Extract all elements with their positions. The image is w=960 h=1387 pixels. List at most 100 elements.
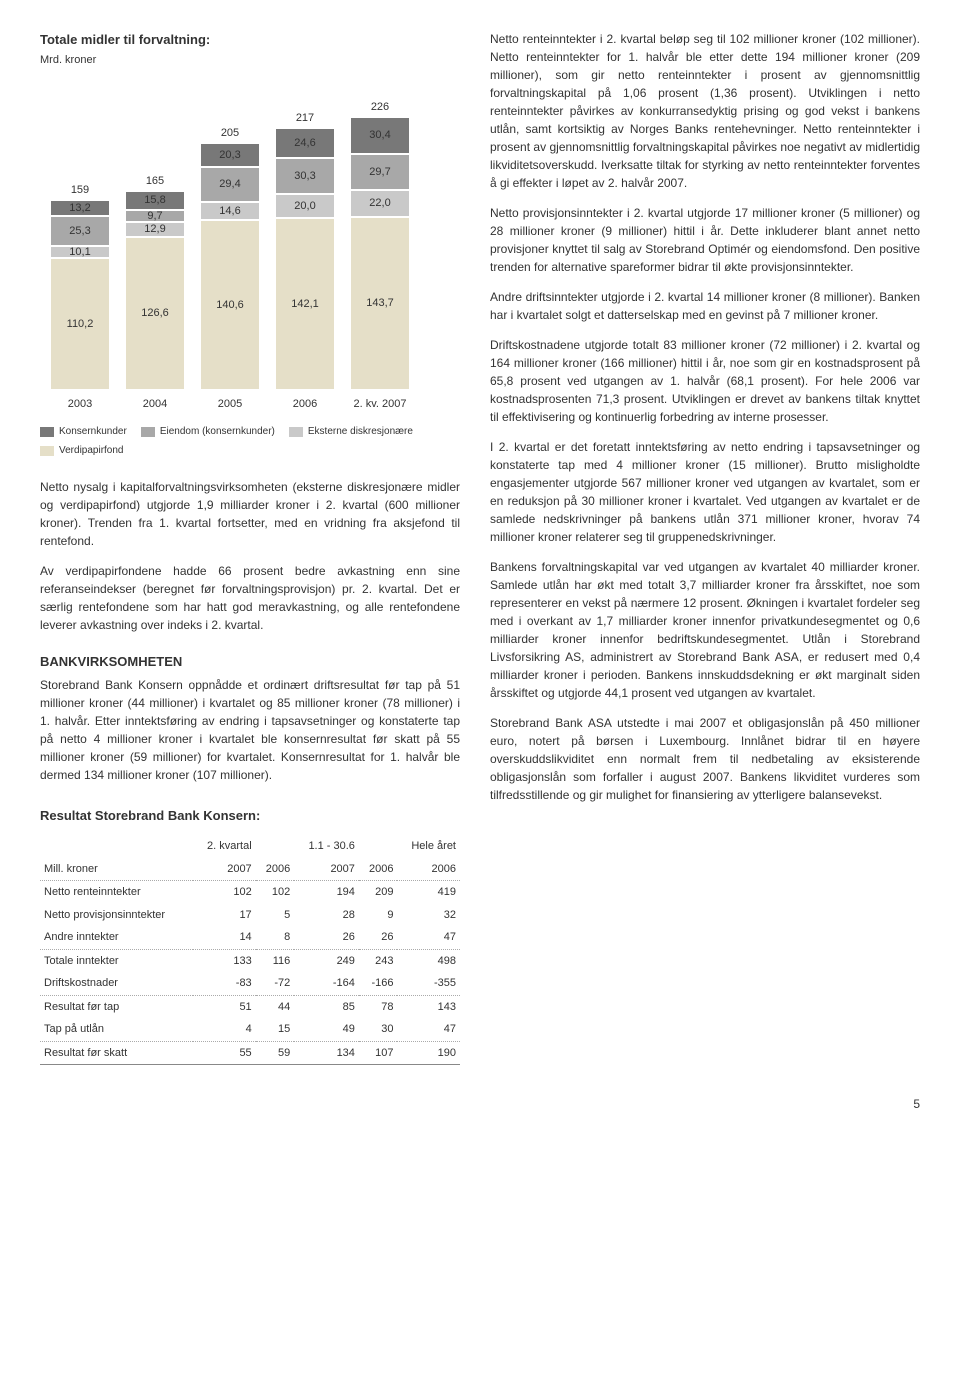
table-cell: 8 xyxy=(256,926,295,949)
year-label: 2005 xyxy=(200,396,260,413)
bar-segment: 29,4 xyxy=(200,167,260,202)
table-header xyxy=(256,835,295,858)
legend-swatch xyxy=(40,446,54,456)
table-cell: -355 xyxy=(397,972,460,995)
bar-segment: 25,3 xyxy=(50,216,110,246)
body-para: Storebrand Bank ASA utstedte i mai 2007 … xyxy=(490,714,920,804)
table-subheader: Mill. kroner xyxy=(40,858,193,881)
table-row: Resultat før skatt5559134107190 xyxy=(40,1041,460,1065)
table-cell: 419 xyxy=(397,881,460,904)
table-cell: 47 xyxy=(397,1018,460,1041)
legend-swatch xyxy=(289,427,303,437)
table-cell: -166 xyxy=(359,972,398,995)
stacked-bar-chart: 15913,225,310,1110,2200316515,89,712,912… xyxy=(40,80,420,420)
table-cell: 30 xyxy=(359,1018,398,1041)
table-cell: 498 xyxy=(397,949,460,972)
body-para: Netto provisjonsinntekter i 2. kvartal u… xyxy=(490,204,920,276)
table-cell: 5 xyxy=(256,904,295,927)
bar-segment: 12,9 xyxy=(125,222,185,237)
legend-label: Verdipapirfond xyxy=(59,443,124,458)
body-para: Driftskostnadene utgjorde totalt 83 mill… xyxy=(490,336,920,426)
table-subheader: 2006 xyxy=(359,858,398,881)
bar-column: 15913,225,310,1110,2 xyxy=(50,182,110,391)
table-header: Hele året xyxy=(397,835,460,858)
table-cell: 26 xyxy=(294,926,359,949)
table-cell: Tap på utlån xyxy=(40,1018,193,1041)
body-para: Storebrand Bank Konsern oppnådde et ordi… xyxy=(40,676,460,784)
chart-legend: KonsernkunderEiendom (konsernkunder)Ekst… xyxy=(40,424,420,458)
bar-segment: 142,1 xyxy=(275,218,335,390)
table-cell: 78 xyxy=(359,995,398,1018)
legend-item: Konsernkunder xyxy=(40,424,127,439)
bar-column: 16515,89,712,9126,6 xyxy=(125,173,185,391)
table-cell: 26 xyxy=(359,926,398,949)
table-cell: 51 xyxy=(193,995,255,1018)
left-column: Totale midler til forvaltning: Mrd. kron… xyxy=(40,30,460,1065)
table-cell: 55 xyxy=(193,1041,255,1065)
body-para: I 2. kvartal er det foretatt inntektsfør… xyxy=(490,438,920,546)
bar-column: 21724,630,320,0142,1 xyxy=(275,110,335,391)
table-cell: Netto provisjonsinntekter xyxy=(40,904,193,927)
bar-segment: 14,6 xyxy=(200,202,260,220)
table-cell: 15 xyxy=(256,1018,295,1041)
table-row: Tap på utlån415493047 xyxy=(40,1018,460,1041)
table-cell: -164 xyxy=(294,972,359,995)
table-subheader: 2006 xyxy=(256,858,295,881)
table-cell: 14 xyxy=(193,926,255,949)
table-cell: Resultat før tap xyxy=(40,995,193,1018)
bar-segment: 24,6 xyxy=(275,128,335,158)
table-cell: 209 xyxy=(359,881,398,904)
table-cell: Netto renteinntekter xyxy=(40,881,193,904)
table-cell: 85 xyxy=(294,995,359,1018)
bar-column: 20520,329,414,6140,6 xyxy=(200,125,260,391)
table-cell: 17 xyxy=(193,904,255,927)
table-header: 1.1 - 30.6 xyxy=(294,835,359,858)
body-para: Av verdipapirfondene hadde 66 prosent be… xyxy=(40,562,460,634)
table-cell: Totale inntekter xyxy=(40,949,193,972)
bar-column: 22630,429,722,0143,7 xyxy=(350,99,410,391)
table-cell: 28 xyxy=(294,904,359,927)
table-cell: 102 xyxy=(256,881,295,904)
table-row: Netto renteinntekter102102194209419 xyxy=(40,881,460,904)
bar-segment: 30,3 xyxy=(275,158,335,194)
bar-segment: 140,6 xyxy=(200,220,260,390)
table-cell: 194 xyxy=(294,881,359,904)
legend-item: Verdipapirfond xyxy=(40,443,124,458)
table-cell: Driftskostnader xyxy=(40,972,193,995)
table-row: Totale inntekter133116249243498 xyxy=(40,949,460,972)
table-cell: 116 xyxy=(256,949,295,972)
table-row: Andre inntekter148262647 xyxy=(40,926,460,949)
table-row: Resultat før tap51448578143 xyxy=(40,995,460,1018)
bar-segment: 29,7 xyxy=(350,154,410,190)
body-para: Netto nysalg i kapitalforvaltningsvirkso… xyxy=(40,478,460,550)
legend-swatch xyxy=(40,427,54,437)
table-cell: Resultat før skatt xyxy=(40,1041,193,1065)
bar-segment: 143,7 xyxy=(350,217,410,390)
bar-segment: 126,6 xyxy=(125,237,185,390)
bar-segment: 9,7 xyxy=(125,210,185,222)
table-cell: 249 xyxy=(294,949,359,972)
table-cell: 9 xyxy=(359,904,398,927)
table-cell: -83 xyxy=(193,972,255,995)
bar-total-label: 226 xyxy=(371,99,389,116)
legend-label: Eksterne diskresjonære xyxy=(308,424,413,439)
result-table: 2. kvartal1.1 - 30.6Hele året Mill. kron… xyxy=(40,835,460,1065)
bar-segment: 13,2 xyxy=(50,200,110,216)
table-row: Driftskostnader-83-72-164-166-355 xyxy=(40,972,460,995)
table-subheader: 2007 xyxy=(294,858,359,881)
table-row: Netto provisjonsinntekter17528932 xyxy=(40,904,460,927)
bar-total-label: 217 xyxy=(296,110,314,127)
bar-segment: 110,2 xyxy=(50,258,110,390)
table-cell: 143 xyxy=(397,995,460,1018)
table-cell: 243 xyxy=(359,949,398,972)
table-cell: 44 xyxy=(256,995,295,1018)
body-para: Andre driftsinntekter utgjorde i 2. kvar… xyxy=(490,288,920,324)
table-cell: 107 xyxy=(359,1041,398,1065)
page-number: 5 xyxy=(40,1095,920,1113)
table-cell: 133 xyxy=(193,949,255,972)
table-cell: 134 xyxy=(294,1041,359,1065)
chart-subtitle: Mrd. kroner xyxy=(40,52,460,69)
table-cell: 59 xyxy=(256,1041,295,1065)
table-title: Resultat Storebrand Bank Konsern: xyxy=(40,806,460,826)
body-para: Bankens forvaltningskapital var ved utga… xyxy=(490,558,920,702)
